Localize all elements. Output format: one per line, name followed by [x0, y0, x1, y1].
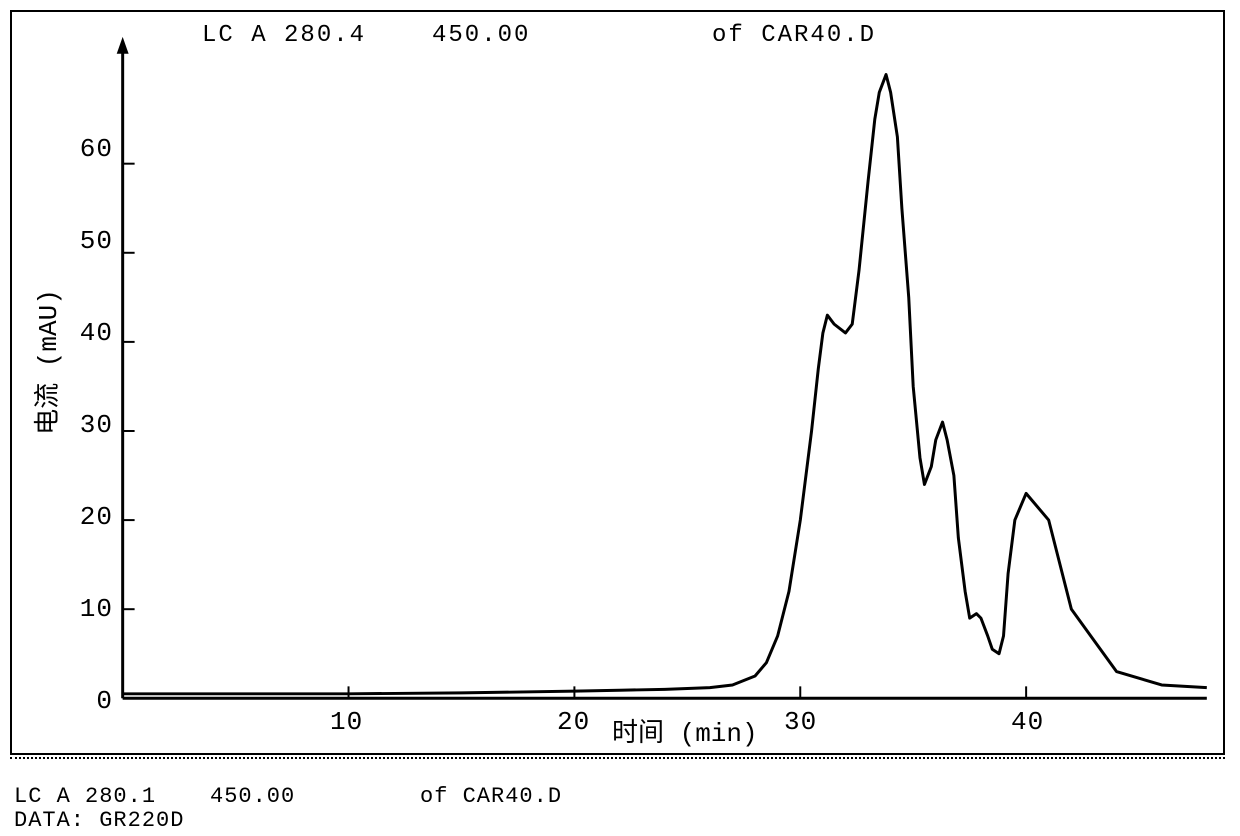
y-tick-60: 60: [80, 134, 113, 164]
y-tick-30: 30: [80, 410, 113, 440]
footer-text-part3: of CAR40.D: [420, 784, 562, 809]
y-tick-20: 20: [80, 502, 113, 532]
dotted-divider: [10, 757, 1225, 759]
x-tick-40: 40: [1011, 707, 1044, 737]
footer-text-part1: LC A 280.1: [14, 784, 156, 809]
footer-text-part2: 450.00: [210, 784, 295, 809]
y-tick-10: 10: [80, 594, 113, 624]
chart-frame: LC A 280.4 450.00 of CAR40.D 电流 (mAU) 0 …: [10, 10, 1225, 755]
footer-text-line2: DATA: GR220D: [14, 808, 184, 833]
x-tick-10: 10: [330, 707, 363, 737]
x-tick-20: 20: [557, 707, 590, 737]
x-axis-label: 时间 (min): [612, 712, 758, 743]
y-tick-0: 0: [96, 686, 113, 716]
y-tick-40: 40: [80, 318, 113, 348]
chromatogram-plot: [12, 12, 1223, 753]
y-tick-50: 50: [80, 226, 113, 256]
x-tick-30: 30: [784, 707, 817, 737]
